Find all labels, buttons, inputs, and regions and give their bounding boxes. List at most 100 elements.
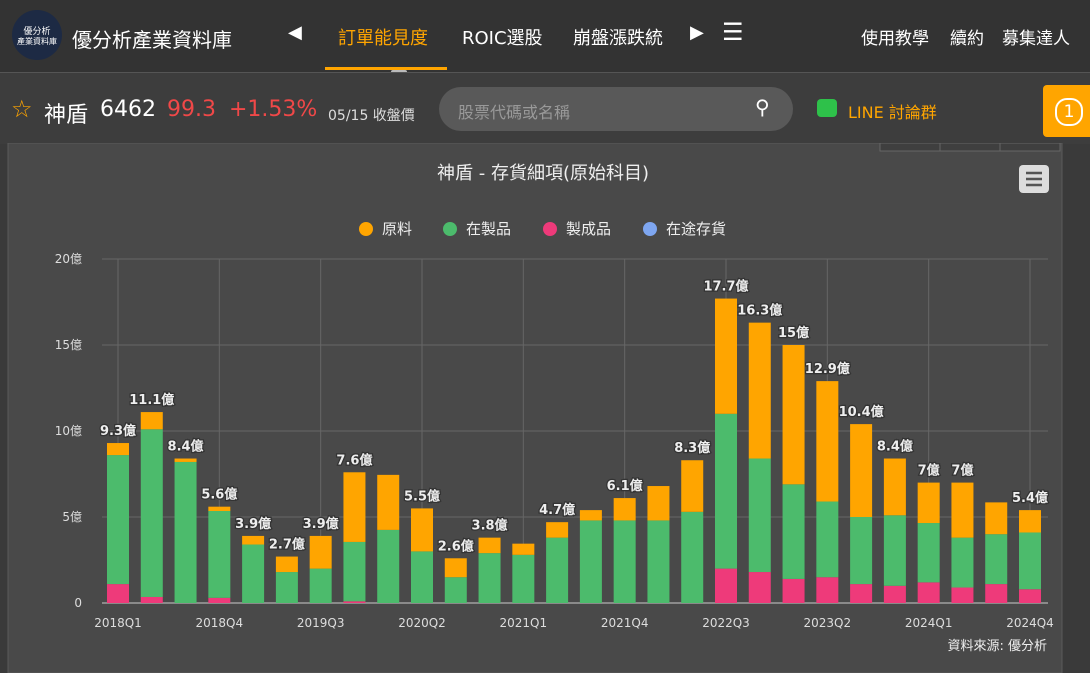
data-label: 2.6億 <box>438 538 474 554</box>
line-icon <box>817 99 837 117</box>
chart-title: 神盾 - 存貨細項(原始科目) <box>437 163 649 184</box>
bar-segment <box>579 510 602 521</box>
right-nav[interactable]: 募集達人 <box>1002 29 1070 49</box>
data-label: 7億 <box>918 463 940 479</box>
right-nav[interactable]: 續約 <box>950 29 984 49</box>
chart: 神盾 - 存貨細項(原始科目) 資料來源: 優分析 原料 在製品 製成品 在途存貨 0 5… <box>7 143 1063 673</box>
tab[interactable] <box>879 143 941 152</box>
data-label: 4.7億 <box>539 502 575 518</box>
bar-segment <box>444 558 467 578</box>
site-name[interactable]: 優分析產業資料庫 <box>72 28 232 52</box>
data-label: 17.7億 <box>703 279 748 295</box>
bar-segment <box>681 511 704 603</box>
bar-segment <box>613 520 636 603</box>
legend-marker <box>643 222 657 236</box>
nav-prev[interactable]: ◀ <box>288 22 302 43</box>
stock-name: 神盾 <box>44 103 89 128</box>
bar-segment <box>782 345 805 485</box>
legend-marker <box>543 222 557 236</box>
bar-segment <box>883 458 906 516</box>
legend-marker <box>443 222 457 236</box>
menu-icon[interactable]: ☰ <box>722 18 744 46</box>
stock-change: +1.53% <box>229 97 318 122</box>
bar-segment <box>816 577 839 603</box>
x-tick-label: 2021Q4 <box>601 616 649 630</box>
bar-segment <box>309 568 332 603</box>
bar-segment <box>647 486 670 521</box>
bar-segment <box>816 501 839 578</box>
bar-segment <box>546 537 569 603</box>
bar-segment <box>377 529 400 603</box>
logo-text: 優分析 <box>23 27 51 37</box>
data-label: 11.1億 <box>129 392 174 408</box>
nav-next[interactable]: ▶ <box>690 22 704 43</box>
bar-segment <box>1019 532 1041 590</box>
x-tick-label: 2018Q1 <box>94 616 142 630</box>
logo[interactable]: 優分析 產業資料庫 <box>12 10 62 60</box>
bar-segment <box>613 498 636 521</box>
header: 優分析 產業資料庫 優分析產業資料庫 ◀ 訂單能見度 ROIC選股 崩盤漲跌統 … <box>0 0 1090 75</box>
tab[interactable] <box>999 143 1061 152</box>
stock-bar: ☆ 神盾 6462 99.3 +1.53% 05/15 收盤價 股票代碼或名稱 … <box>0 72 1090 144</box>
line-button[interactable]: LINE 討論群 <box>848 103 937 122</box>
data-label: 5.5億 <box>404 488 440 504</box>
nav-item[interactable]: 崩盤漲跌統 <box>573 28 663 49</box>
search-placeholder: 股票代碼或名稱 <box>458 103 571 122</box>
bar-segment <box>715 568 737 603</box>
data-label: 16.3億 <box>737 303 782 319</box>
favorite-star[interactable]: ☆ <box>11 95 33 123</box>
legend-label: 在途存貨 <box>666 220 726 238</box>
bar-segment <box>140 429 163 597</box>
bar-segment <box>917 523 940 583</box>
bar-segment <box>275 572 298 603</box>
bar-segment <box>411 551 433 603</box>
legend-label: 原料 <box>382 220 412 238</box>
data-label: 7億 <box>951 463 973 479</box>
export-menu-icon <box>1026 171 1042 187</box>
data-label: 10.4億 <box>839 404 884 420</box>
x-tick-label: 2024Q1 <box>905 616 953 630</box>
search-icon[interactable]: ⚲ <box>755 95 770 119</box>
bar-segment <box>985 584 1008 603</box>
x-tick-label: 2024Q4 <box>1006 616 1054 630</box>
bar-segment <box>444 577 467 603</box>
badge[interactable]: 1 <box>1043 85 1090 137</box>
bar-segment <box>715 413 737 569</box>
data-label: 5.6億 <box>201 487 237 503</box>
bar-segment <box>850 584 873 603</box>
bar-segment <box>343 601 366 603</box>
bar-segment <box>309 535 332 569</box>
badge-number: 1 <box>1055 98 1083 126</box>
bar-segment <box>681 460 704 512</box>
bar-segment <box>377 474 400 530</box>
stock-price: 99.3 <box>167 97 216 122</box>
tab[interactable] <box>939 143 1001 152</box>
bar-segment <box>985 502 1008 535</box>
nav-item[interactable]: ROIC選股 <box>462 28 543 49</box>
y-tick-label: 20億 <box>55 252 82 266</box>
x-tick-label: 2023Q2 <box>804 616 852 630</box>
bar-segment <box>107 455 129 585</box>
bar-segment <box>917 482 940 524</box>
bar-segment <box>411 508 433 552</box>
data-label: 9.3億 <box>100 423 136 439</box>
bar-segment <box>208 597 231 603</box>
data-label: 5.4億 <box>1012 490 1048 506</box>
nav-item[interactable]: 訂單能見度 <box>338 28 428 49</box>
bar-segment <box>850 424 873 517</box>
stock-code: 6462 <box>100 97 156 122</box>
source-note: 資料來源: 優分析 <box>947 639 1047 654</box>
legend-label: 在製品 <box>466 220 511 238</box>
bar-segment <box>242 535 265 545</box>
bar-segment <box>343 472 366 542</box>
bar-segment <box>1019 589 1041 603</box>
nav-underline <box>325 67 447 70</box>
y-tick-label: 10億 <box>55 424 82 438</box>
search-box[interactable]: 股票代碼或名稱 ⚲ <box>439 87 793 131</box>
x-tick-label: 2018Q4 <box>196 616 244 630</box>
bar-segment <box>478 553 501 603</box>
legend-label: 製成品 <box>566 220 611 238</box>
bar-segment <box>816 381 839 502</box>
right-nav[interactable]: 使用教學 <box>861 29 929 49</box>
